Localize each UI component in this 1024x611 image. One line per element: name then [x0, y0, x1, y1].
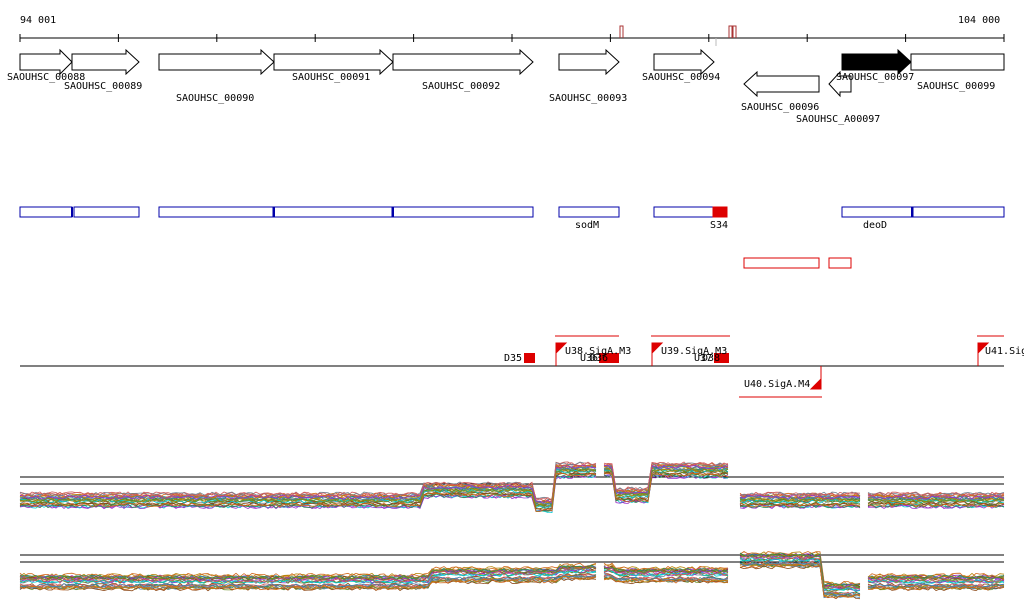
expression-trace: [19, 562, 1004, 598]
feature-box[interactable]: [912, 206, 1005, 218]
gene-label: SAOUHSC_00089: [64, 81, 142, 92]
terminator-box[interactable]: [524, 353, 535, 363]
expression-trace: [19, 553, 1005, 589]
gene-arrow[interactable]: [392, 48, 534, 76]
gene-track: SAOUHSC_00088 SAOUHSC_00089 SAOUHSC_0009…: [7, 48, 1005, 125]
feature-label: sodM: [575, 220, 599, 231]
expression-trace: [19, 557, 1005, 592]
promoter-flag[interactable]: [555, 342, 568, 366]
expression-trace: [19, 467, 1005, 507]
ruler-end-label: 104 000: [958, 15, 1000, 26]
feature-box[interactable]: [273, 206, 393, 218]
feature-box[interactable]: [558, 206, 620, 218]
expression-trace: [19, 464, 1005, 504]
promoter-label: U38.SigA.M3: [565, 346, 631, 357]
expression-trace: [19, 551, 1005, 585]
feature-box[interactable]: [841, 206, 913, 218]
gene-arrow[interactable]: [273, 48, 394, 76]
promoter-label: D38: [702, 353, 720, 364]
expression-trace: [20, 463, 1005, 504]
gene-label: SAOUHSC_00099: [917, 81, 995, 92]
gene-arrow[interactable]: [558, 48, 620, 76]
antisense-box[interactable]: [743, 257, 820, 269]
gene-label: SAOUHSC_00096: [741, 102, 819, 113]
promoter-label: U37: [694, 353, 712, 364]
ruler-peak: [728, 25, 737, 38]
expression-trace: [19, 462, 1005, 502]
expression-trace: [19, 471, 1005, 512]
expression-track-1: [19, 461, 1005, 514]
feature-box[interactable]: [158, 206, 274, 218]
gene-label: SAOUHSC_A00097: [796, 114, 880, 125]
feature-label: S34: [710, 220, 728, 231]
promoter-flag[interactable]: [977, 342, 990, 366]
srna-feature[interactable]: [712, 206, 728, 218]
terminator-box[interactable]: [714, 353, 729, 363]
gene-arrow[interactable]: [71, 48, 140, 76]
expression-trace: [19, 473, 1005, 512]
ruler-start-label: 94 001: [20, 15, 56, 26]
gene-arrow[interactable]: [19, 48, 73, 76]
feature-box[interactable]: [392, 206, 534, 218]
promoter-label: D35: [504, 353, 522, 364]
expression-trace: [19, 472, 1005, 513]
gene-label: SAOUHSC_00091: [292, 72, 370, 83]
gene-arrow[interactable]: [841, 48, 912, 76]
promoter-label: U36: [580, 353, 598, 364]
gene-label: SAOUHSC_00094: [642, 72, 720, 83]
gene-label: SAOUHSC_00097: [836, 72, 914, 83]
feature-box[interactable]: [19, 206, 73, 218]
expression-trace: [19, 466, 1005, 506]
ruler-ticks: [19, 34, 1005, 42]
expression-trace: [19, 461, 1005, 502]
gene-arrow[interactable]: [910, 53, 1005, 71]
gene-arrow[interactable]: [158, 48, 275, 76]
promoter-label: U41.Sig: [985, 346, 1024, 357]
promoter-track: D35 U38.SigA.M3 U39.SigA.M3 U40.SigA.M4 …: [20, 335, 1024, 398]
antisense-track: [743, 257, 852, 269]
gene-label: SAOUHSC_00092: [422, 81, 500, 92]
promoter-flag[interactable]: [651, 342, 664, 366]
expression-trace: [19, 468, 1005, 509]
promoter-label: D36: [590, 353, 608, 364]
gene-arrow[interactable]: [743, 70, 820, 98]
coordinate-ruler: 94 001 104 000: [19, 15, 1005, 46]
expression-trace: [19, 563, 1005, 598]
promoter-label: U40.SigA.M4: [744, 379, 810, 390]
expression-track-2: [19, 551, 1005, 600]
feature-box[interactable]: [73, 206, 140, 218]
expression-trace: [19, 468, 1005, 508]
feature-label: deoD: [863, 220, 887, 231]
ruler-peak: [619, 25, 624, 38]
gene-arrow[interactable]: [828, 70, 852, 98]
antisense-box[interactable]: [828, 257, 852, 269]
promoter-label: U39.SigA.M3: [661, 346, 727, 357]
gene-label: SAOUHSC_00088: [7, 72, 85, 83]
gene-arrow[interactable]: [653, 48, 715, 76]
terminator-box[interactable]: [599, 353, 619, 363]
gene-label: SAOUHSC_00093: [549, 93, 627, 104]
annotation-track: sodM S34 deoD: [19, 206, 1005, 231]
gene-label: SAOUHSC_00090: [176, 93, 254, 104]
promoter-flag[interactable]: [809, 366, 822, 390]
